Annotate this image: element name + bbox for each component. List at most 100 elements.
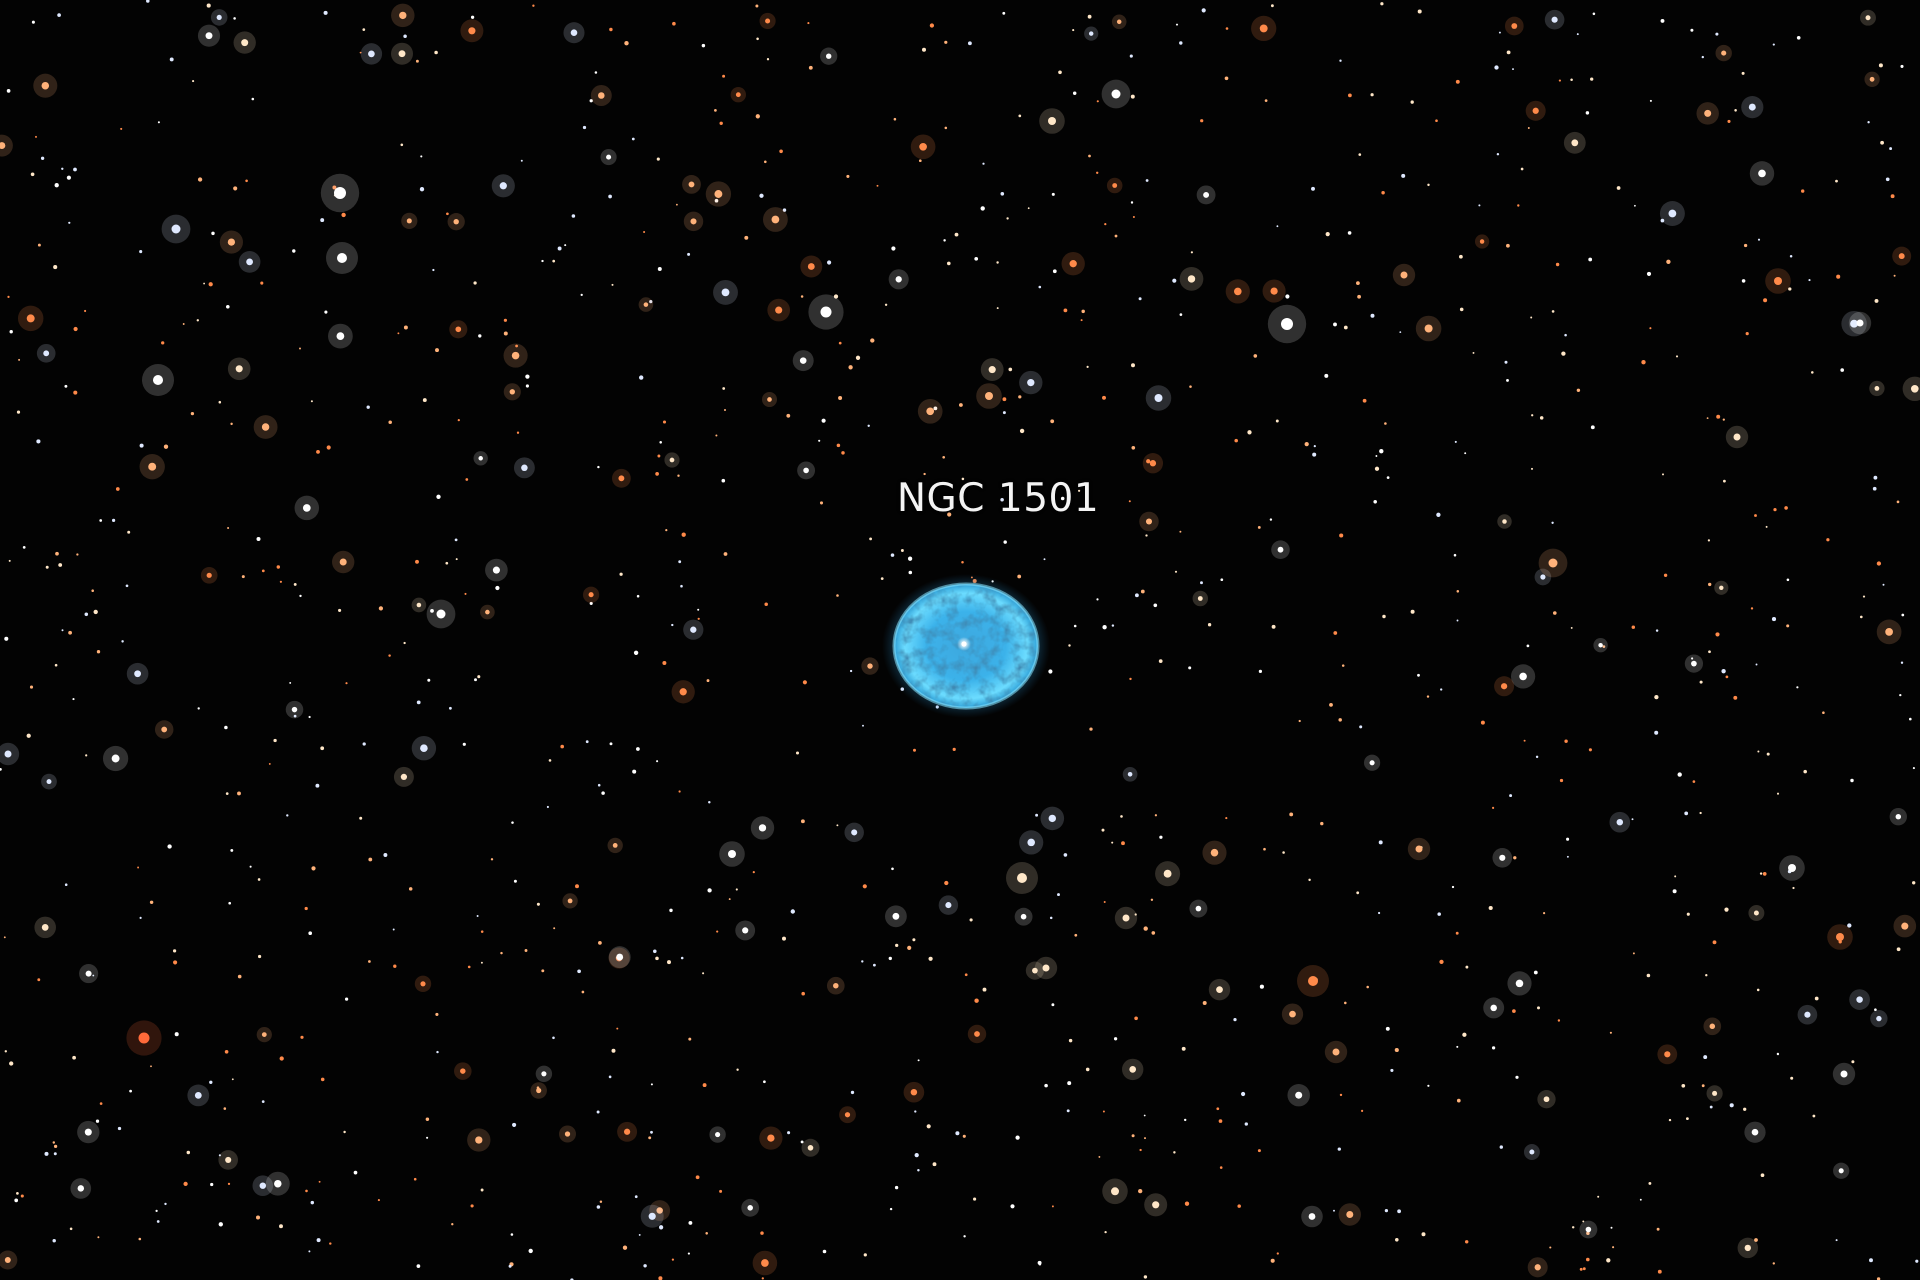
star — [1058, 70, 1062, 75]
star — [1847, 923, 1852, 928]
star — [273, 738, 277, 743]
star — [299, 347, 301, 350]
star — [846, 174, 850, 178]
star — [1701, 55, 1704, 59]
star — [1369, 760, 1375, 766]
star — [1098, 1155, 1101, 1158]
star — [99, 1102, 103, 1105]
star — [1901, 922, 1909, 930]
star — [708, 800, 711, 804]
star — [16, 1192, 19, 1195]
star — [606, 154, 612, 160]
star — [478, 456, 483, 461]
star — [148, 462, 157, 471]
star — [462, 742, 466, 746]
star — [167, 844, 172, 849]
star — [632, 769, 637, 774]
star — [1207, 623, 1212, 627]
star — [800, 819, 805, 824]
star — [1017, 873, 1027, 883]
star — [1869, 76, 1875, 82]
star — [650, 1083, 653, 1086]
star — [1111, 89, 1121, 99]
star — [1915, 1259, 1919, 1263]
star — [1415, 845, 1423, 853]
star — [1616, 186, 1621, 190]
star — [1333, 1209, 1335, 1212]
star — [61, 167, 64, 170]
star — [44, 1151, 49, 1156]
star — [1241, 1091, 1246, 1097]
star — [867, 424, 870, 427]
star — [631, 137, 635, 141]
star — [111, 754, 120, 763]
star — [37, 243, 41, 247]
star — [1216, 1107, 1220, 1111]
star — [241, 39, 249, 47]
star — [416, 602, 422, 608]
star — [1513, 856, 1517, 860]
star — [1582, 1220, 1585, 1223]
star — [1102, 1110, 1105, 1113]
star — [677, 474, 680, 477]
star — [324, 310, 328, 314]
star — [1006, 217, 1009, 220]
star — [1339, 533, 1344, 538]
star — [1220, 578, 1224, 582]
star — [1048, 117, 1056, 125]
star — [1102, 625, 1107, 630]
star — [258, 954, 262, 959]
star — [1727, 119, 1731, 123]
star — [1874, 1008, 1877, 1012]
star — [1657, 1269, 1662, 1274]
star — [1719, 585, 1724, 591]
star — [1063, 853, 1068, 857]
star — [256, 537, 261, 541]
star — [1455, 931, 1459, 935]
star — [786, 413, 791, 418]
star — [1143, 926, 1148, 931]
star — [1361, 1109, 1364, 1112]
star — [1289, 1010, 1296, 1018]
star — [1313, 445, 1316, 448]
star — [598, 941, 602, 945]
star — [697, 617, 700, 620]
star — [919, 142, 927, 151]
star — [1512, 68, 1514, 71]
star — [867, 663, 873, 669]
star — [31, 20, 35, 24]
star — [1534, 1264, 1541, 1271]
star — [1027, 378, 1035, 387]
star — [589, 601, 593, 605]
star — [974, 1031, 980, 1037]
star — [536, 1087, 542, 1094]
star — [1454, 440, 1457, 443]
star — [1766, 752, 1770, 756]
star — [820, 306, 832, 318]
star — [1048, 814, 1056, 823]
star — [844, 1112, 851, 1118]
star — [1374, 466, 1380, 471]
star — [1537, 1006, 1540, 1010]
star — [85, 754, 88, 757]
star — [849, 669, 853, 673]
star — [84, 612, 89, 617]
star — [1049, 916, 1053, 920]
star — [326, 445, 331, 450]
star — [1174, 570, 1178, 573]
star — [186, 1150, 191, 1155]
star — [0, 142, 6, 150]
star — [1225, 27, 1229, 30]
star — [1179, 41, 1183, 45]
star — [1654, 694, 1659, 700]
star — [585, 740, 589, 744]
star — [1112, 183, 1118, 188]
star — [1111, 624, 1115, 627]
star — [226, 305, 230, 309]
star — [1074, 933, 1078, 937]
star — [1308, 1213, 1316, 1220]
star — [513, 879, 517, 883]
star — [636, 747, 640, 751]
star — [1259, 24, 1268, 33]
star — [639, 375, 644, 380]
